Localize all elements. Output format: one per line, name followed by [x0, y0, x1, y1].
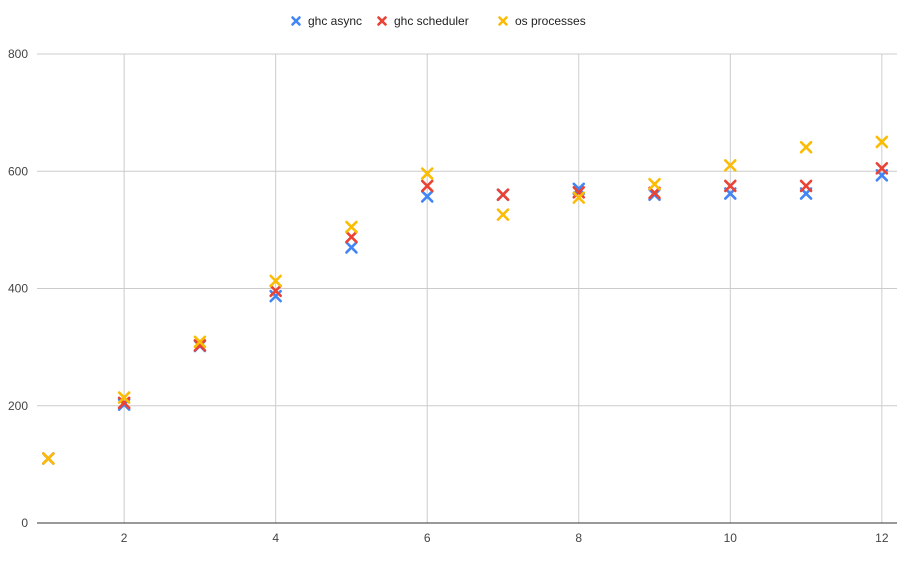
data-point: [875, 162, 889, 175]
data-point: [496, 188, 510, 201]
data-point: [269, 284, 282, 298]
data-point: [420, 190, 434, 203]
data-point: [193, 335, 207, 349]
data-point: [572, 182, 586, 196]
legend-item: ghc scheduler: [377, 14, 469, 28]
y-tick-label: 200: [8, 399, 28, 413]
y-tick-label: 400: [8, 282, 28, 296]
legend-item: ghc async: [291, 14, 362, 28]
data-point: [420, 179, 434, 193]
y-tick-label: 800: [8, 47, 28, 61]
x-tick-label: 10: [724, 531, 738, 545]
data-point: [648, 177, 661, 191]
legend: ghc async ghc scheduler os processes: [291, 14, 586, 28]
data-point: [42, 452, 55, 465]
data-point: [269, 274, 282, 288]
legend-label: ghc async: [308, 14, 362, 28]
data-point: [572, 191, 586, 204]
grid: [37, 53, 897, 523]
legend-label: ghc scheduler: [394, 14, 469, 28]
data-point: [724, 179, 737, 193]
y-tick-label: 600: [8, 164, 28, 178]
x-tick-label: 4: [272, 531, 279, 545]
series-ghc-async: [42, 169, 889, 465]
data-point: [420, 167, 434, 180]
data-point: [724, 159, 737, 172]
data-point: [799, 140, 813, 154]
data-point: [648, 186, 661, 200]
tick-labels: 0 200 400 600 800 2 4 6 8 10 12: [8, 47, 889, 545]
legend-item: os processes: [498, 14, 586, 28]
legend-marker: [498, 16, 508, 26]
series-os-processes: [42, 135, 889, 465]
x-tick-label: 2: [121, 531, 128, 545]
data-point: [117, 391, 131, 404]
data-point: [799, 179, 813, 193]
legend-label: os processes: [515, 14, 586, 28]
legend-marker: [377, 16, 387, 26]
data-point: [193, 339, 207, 352]
x-tick-label: 6: [424, 531, 431, 545]
x-tick-label: 12: [875, 531, 889, 545]
data-point: [496, 208, 510, 221]
data-points: [42, 135, 889, 465]
data-point: [345, 241, 358, 254]
data-point: [345, 230, 358, 244]
x-tick-label: 8: [575, 531, 582, 545]
series-ghc-scheduler: [42, 162, 889, 465]
legend-marker: [291, 16, 301, 26]
data-point: [345, 220, 358, 234]
data-point: [875, 135, 889, 149]
y-tick-label: 0: [21, 516, 28, 530]
